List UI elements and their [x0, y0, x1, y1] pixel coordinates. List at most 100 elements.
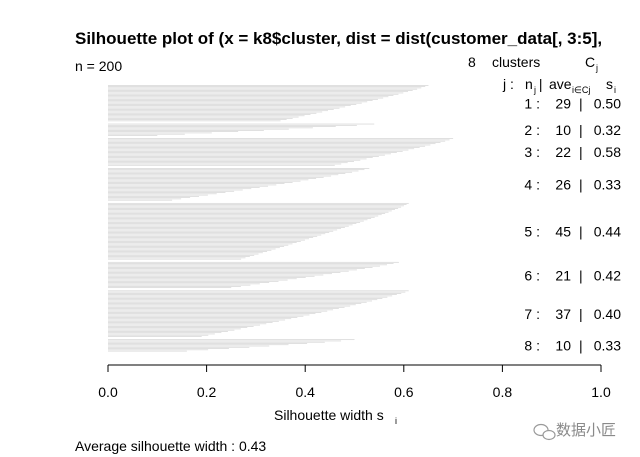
silhouette-bar — [108, 298, 383, 299]
silhouette-bar — [108, 308, 339, 309]
silhouette-bar — [108, 202, 409, 204]
cluster-sep: | — [579, 338, 583, 354]
silhouette-bar — [108, 109, 334, 110]
silhouette-bar — [108, 283, 260, 285]
silhouette-bar — [108, 305, 351, 307]
silhouette-bar — [108, 215, 379, 217]
silhouette-bar — [108, 188, 252, 190]
silhouette-bar — [108, 133, 185, 135]
silhouette-bar — [108, 198, 182, 200]
silhouette-bar — [108, 193, 217, 195]
silhouette-bar — [108, 327, 248, 328]
silhouette-bar — [108, 85, 429, 86]
silhouette-bar — [108, 116, 299, 118]
silhouette-bar — [108, 158, 367, 160]
cluster-size: 10 — [555, 338, 571, 354]
silhouette-bar — [108, 268, 365, 269]
silhouette-bar — [108, 187, 260, 188]
silhouette-bar — [108, 107, 340, 109]
silhouette-bar — [108, 293, 402, 294]
col-ave: ave — [549, 76, 572, 92]
silhouette-bar — [108, 114, 311, 115]
silhouette-bar — [108, 208, 399, 209]
cluster-rows: 1 : 29 | 0.50 2 : 10 | 0.32 3 : 22 | 0.58 4 : 26 | 0.33… — [524, 95, 621, 353]
silhouette-bar — [108, 195, 200, 197]
silhouette-bar — [108, 159, 361, 161]
silhouette-bar — [108, 209, 395, 211]
silhouette-bar — [108, 180, 301, 182]
silhouette-bar — [108, 143, 436, 145]
cluster-c-letter: C — [585, 54, 595, 70]
silhouette-bar — [108, 168, 370, 169]
silhouette-bar — [108, 101, 368, 103]
silhouette-bar — [108, 257, 246, 259]
silhouette-bar — [108, 152, 397, 153]
silhouette-bar — [108, 140, 446, 142]
silhouette-bar — [108, 128, 289, 130]
col-n-sub: j — [533, 85, 536, 95]
silhouette-bar — [108, 252, 263, 254]
silhouette-bar — [108, 235, 318, 237]
silhouette-bar — [108, 248, 276, 250]
silhouette-bar — [108, 339, 355, 341]
silhouette-bar — [108, 219, 368, 221]
x-tick-label: 0.0 — [98, 384, 118, 400]
silhouette-bar — [108, 120, 281, 122]
silhouette-bar — [108, 223, 357, 224]
x-axis-title: Silhouette width s — [274, 407, 384, 423]
cluster-size: 22 — [555, 144, 571, 160]
watermark-text: 数据小匠 — [556, 422, 616, 439]
silhouette-bar — [108, 175, 332, 177]
silhouette-bar — [108, 174, 339, 176]
silhouette-bar — [108, 272, 341, 273]
silhouette-bar — [108, 325, 254, 327]
cluster-count: 8 — [468, 54, 476, 70]
silhouette-bar — [108, 221, 361, 223]
cluster-average: 0.42 — [594, 267, 621, 283]
silhouette-bar — [108, 263, 394, 264]
silhouette-bar — [108, 244, 289, 246]
cluster-label: 7 : — [524, 306, 540, 322]
cluster-sep: | — [579, 95, 583, 111]
silhouette-bar — [108, 149, 409, 151]
silhouette-bar — [108, 343, 308, 344]
silhouette-bar — [108, 183, 285, 184]
silhouette-bar — [108, 251, 268, 252]
silhouette-bar — [108, 320, 279, 322]
cluster-average: 0.44 — [594, 224, 621, 240]
silhouette-bar — [108, 258, 242, 260]
cluster-label: 4 : — [524, 177, 540, 193]
silhouette-bar — [108, 164, 335, 166]
silhouette-bar — [108, 119, 287, 120]
silhouette-bar — [108, 169, 365, 171]
col-j: j : — [502, 76, 514, 92]
silhouette-bar — [108, 132, 212, 134]
silhouette-bar — [108, 282, 270, 283]
silhouette-bar — [108, 249, 272, 251]
silhouette-bar — [108, 115, 305, 117]
cluster-sep: | — [579, 306, 583, 322]
silhouette-bar — [108, 216, 375, 218]
silhouette-bar — [108, 170, 359, 172]
cluster-sep: | — [579, 144, 583, 160]
silhouette-bar — [108, 306, 345, 308]
silhouette-bar — [108, 131, 239, 132]
silhouette-bar — [108, 211, 389, 213]
silhouette-bar — [108, 234, 322, 236]
silhouette-bar — [108, 227, 345, 228]
silhouette-bar — [108, 254, 255, 256]
silhouette-bar — [108, 176, 324, 178]
cluster-average: 0.33 — [594, 177, 621, 193]
silhouette-bar — [108, 135, 158, 136]
silhouette-bar — [108, 197, 191, 198]
silhouette-bar — [108, 313, 316, 315]
silhouette-bar — [108, 98, 378, 100]
silhouette-bar — [108, 213, 386, 214]
silhouette-bar — [108, 273, 332, 275]
silhouette-bar — [108, 100, 373, 101]
x-tick-label: 0.6 — [394, 384, 414, 400]
x-axis: 0.0 0.2 0.4 0.6 0.8 1.0 — [98, 364, 611, 400]
silhouette-bar — [108, 348, 229, 349]
silhouette-bar — [108, 154, 385, 156]
